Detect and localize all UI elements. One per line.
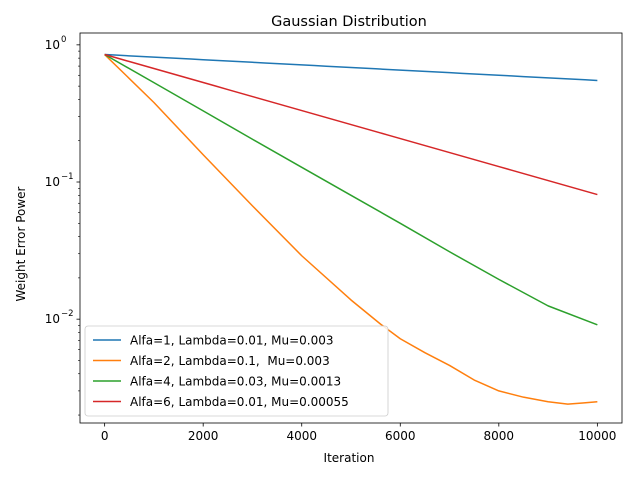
legend-label-3: Alfa=4, Lambda=0.03, Mu=0.0013 [130,375,341,389]
series-line-4 [104,53,598,196]
plot-frame [79,32,623,424]
legend: Alfa=1, Lambda=0.01, Mu=0.003 Alfa=2, Lam… [84,325,389,417]
series-line-3 [104,53,598,326]
legend-label-1: Alfa=1, Lambda=0.01, Mu=0.003 [130,334,334,348]
legend-label-4: Alfa=6, Lambda=0.01, Mu=0.00055 [130,395,349,409]
y-tick-label: 10 [45,38,60,52]
x-tick-label: 0 [101,429,109,443]
x-tick-label: 10000 [578,429,616,443]
x-tick-label: 8000 [484,429,515,443]
chart-title: Gaussian Distribution [271,14,427,30]
legend-box [84,325,389,417]
y-tick-label: 10 [45,175,60,189]
x-tick-label: 6000 [385,429,416,443]
x-tick-label: 2000 [188,429,219,443]
series-line-2 [104,53,598,405]
y-tick-exponent: −1 [61,172,74,182]
y-tick-exponent: 0 [61,35,66,45]
y-tick-label: 10 [45,312,60,326]
y-axis-title: Weight Error Power [14,186,28,301]
x-tick-label: 4000 [286,429,317,443]
legend-label-2: Alfa=2, Lambda=0.1, Mu=0.003 [130,354,330,368]
y-tick-exponent: −2 [61,309,74,319]
series-layer [104,53,598,405]
x-axis-title: Iteration [324,451,375,465]
series-line-1 [104,53,598,82]
